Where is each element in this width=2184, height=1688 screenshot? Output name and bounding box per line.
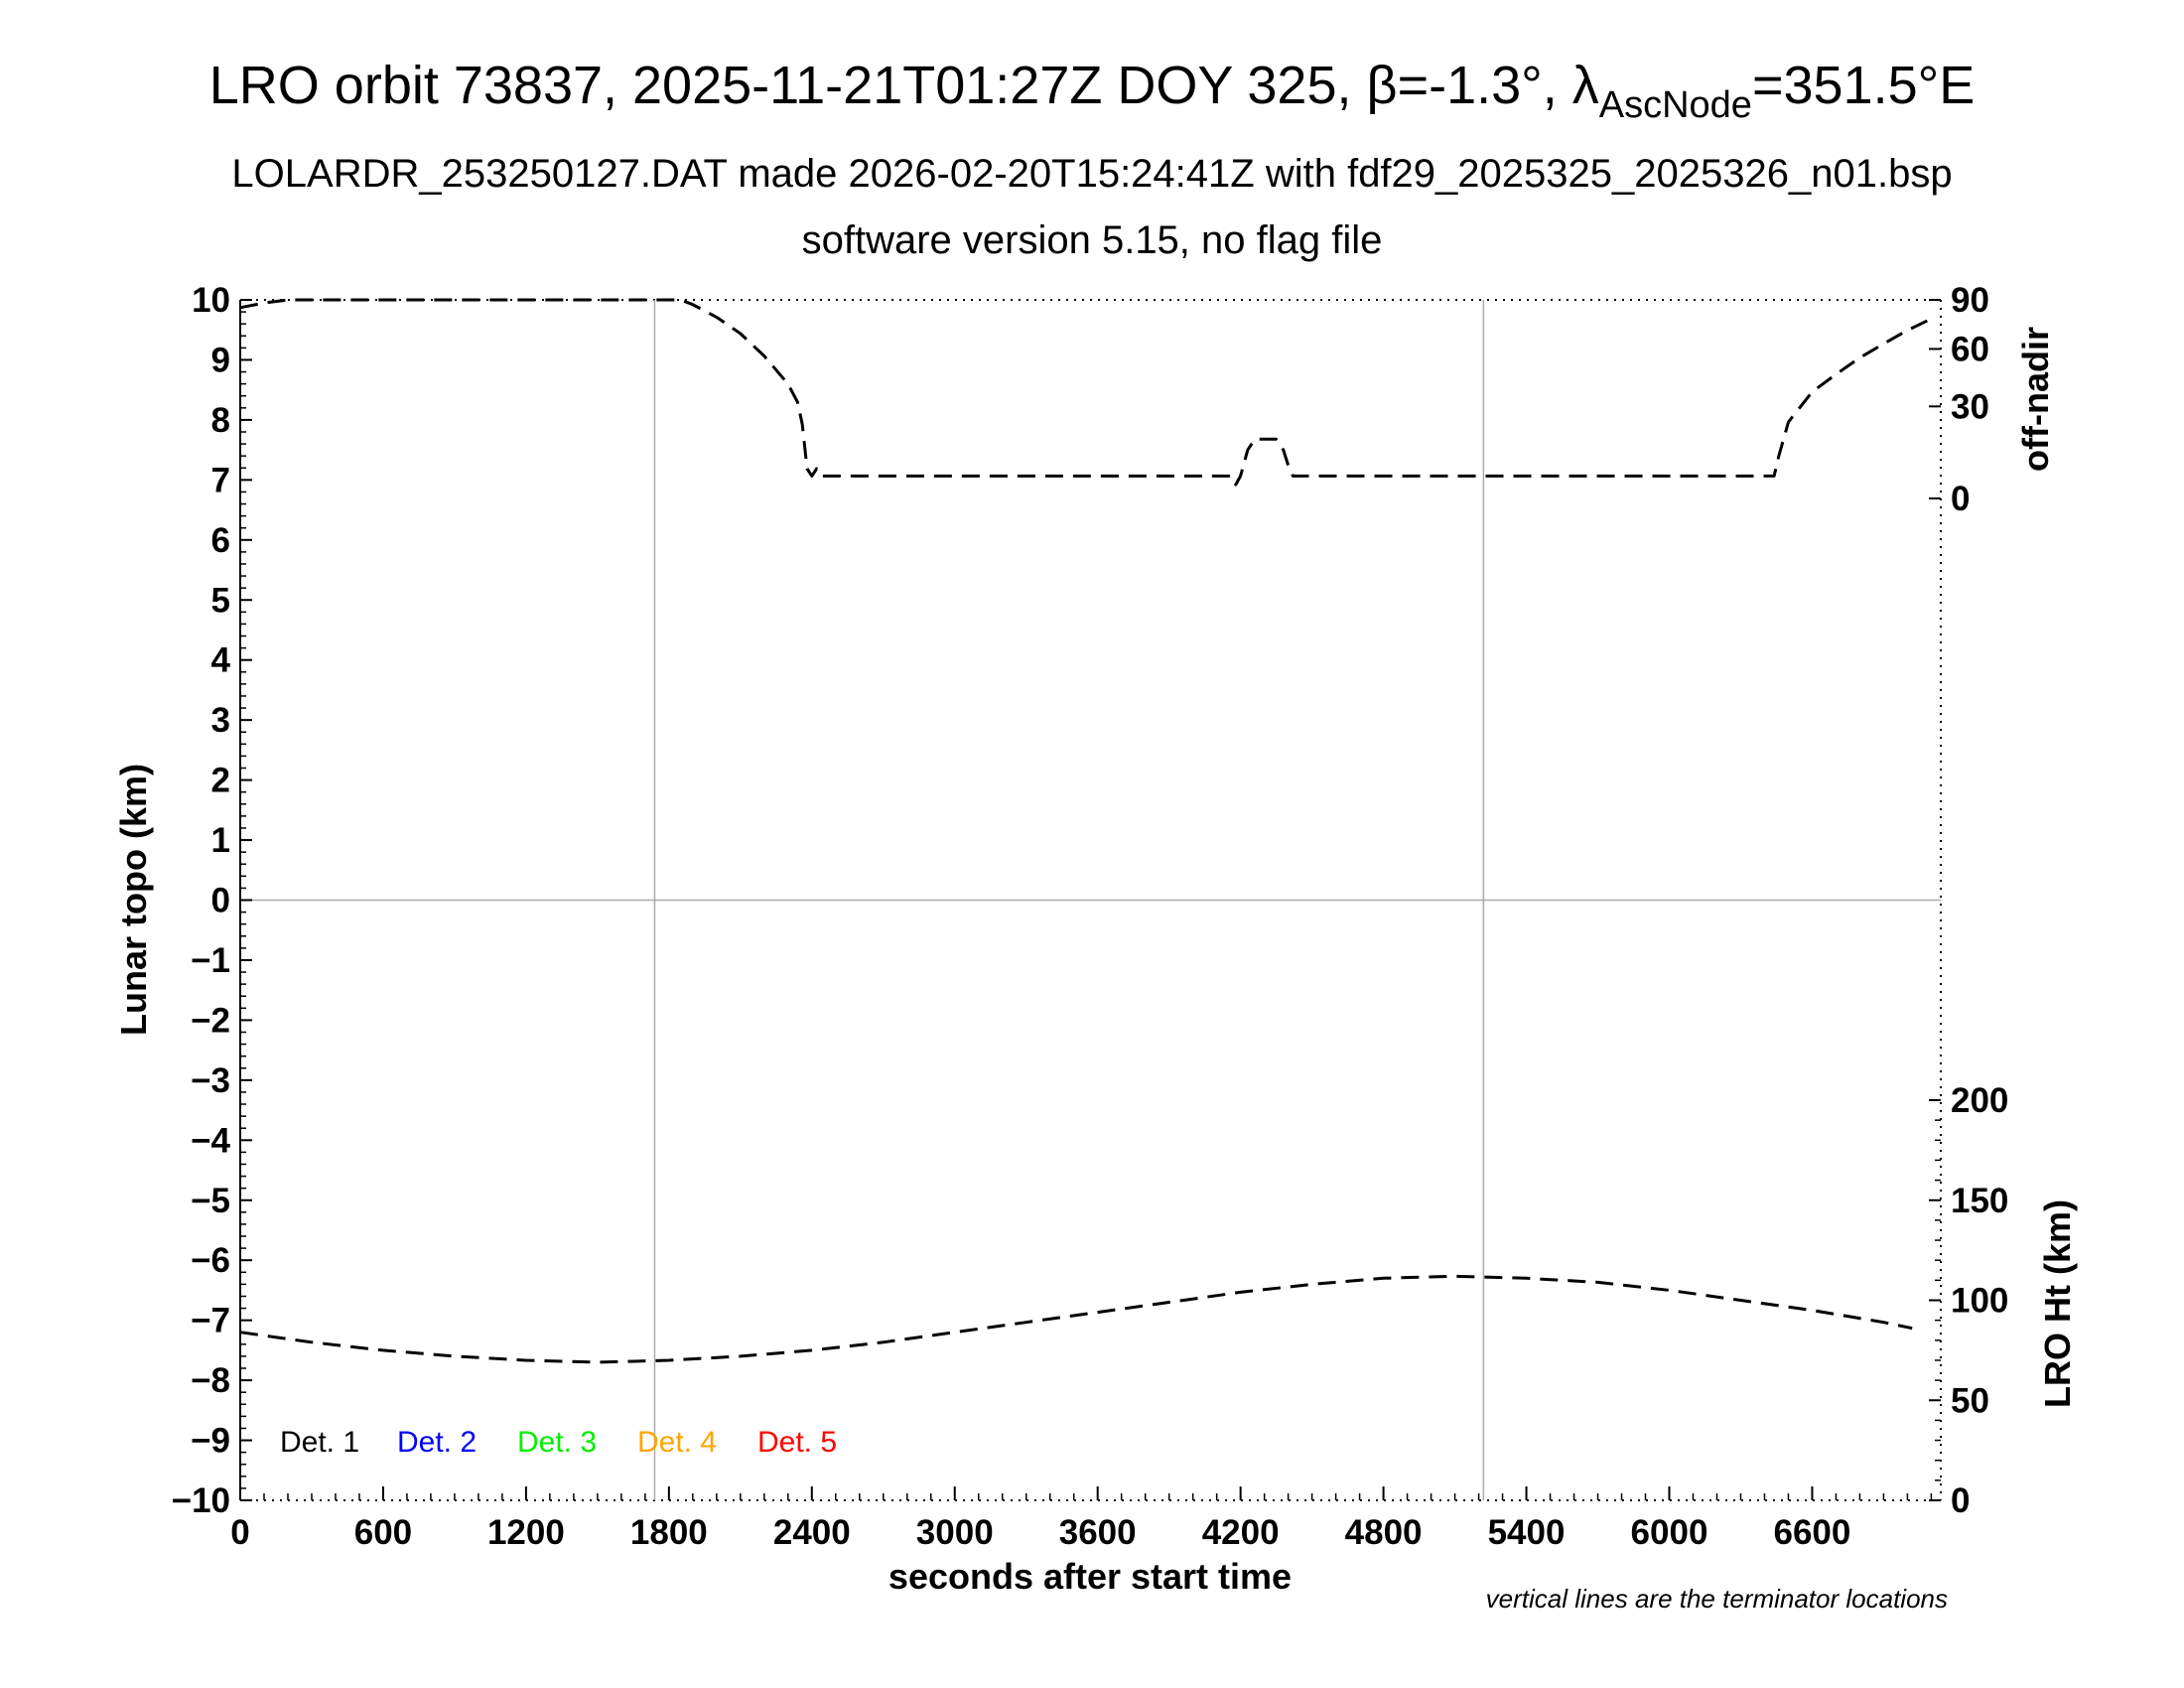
left-tick-label: −1 [191, 941, 230, 980]
left-tick-label: 9 [211, 341, 230, 379]
left-tick-label: 7 [211, 461, 230, 499]
off-nadir-tick-label: 90 [1951, 281, 1989, 320]
lro-ht-tick-label: 0 [1951, 1481, 1970, 1520]
legend-det-4: Det. 4 [637, 1426, 717, 1459]
lro-ht-tick-label: 200 [1951, 1081, 2008, 1120]
title-prefix: LRO orbit 73837, 2025-11-21T01:27Z DOY 3… [209, 56, 1367, 115]
chart-subtitle-file: LOLARDR_253250127.DAT made 2026-02-20T15… [231, 152, 1952, 196]
footnote: vertical lines are the terminator locati… [1486, 1584, 1948, 1614]
plot-area [239, 299, 1942, 1501]
off-nadir-tick-label: 60 [1951, 330, 1989, 368]
legend-det-5: Det. 5 [757, 1426, 837, 1459]
beta-value: =-1.3°, [1398, 56, 1572, 115]
legend-det-1: Det. 1 [280, 1426, 359, 1459]
left-tick-label: 3 [211, 701, 230, 740]
beta-symbol: β [1367, 56, 1398, 115]
x-tick-label: 4200 [1202, 1513, 1280, 1552]
off-nadir-line [239, 298, 1933, 487]
left-tick-label: 8 [211, 401, 230, 440]
lro-ht-axis-ticks: 200 150 100 50 0 [1929, 1081, 2008, 1520]
x-tick-label: 1200 [487, 1513, 565, 1552]
left-tick-label: 1 [211, 821, 230, 860]
off-nadir-tick-label: 30 [1951, 387, 1989, 426]
x-axis-label: seconds after start time [888, 1556, 1292, 1597]
left-tick-label: −7 [191, 1302, 230, 1340]
x-tick-label: 0 [230, 1513, 249, 1552]
series-layer [239, 298, 1933, 1364]
lro-ht-tick-label: 50 [1951, 1381, 1989, 1420]
lambda-symbol: λ [1572, 56, 1599, 115]
x-tick-label: 600 [354, 1513, 412, 1552]
x-tick-label: 6600 [1774, 1513, 1851, 1552]
off-nadir-tick-label: 0 [1951, 480, 1970, 518]
x-tick-label: 4800 [1345, 1513, 1423, 1552]
x-tick-label: 1800 [630, 1513, 708, 1552]
left-tick-label: 10 [192, 281, 230, 320]
x-tick-label: 3600 [1059, 1513, 1137, 1552]
left-tick-label: 2 [211, 762, 230, 800]
left-tick-label: −9 [191, 1422, 230, 1461]
y-axis-label-left: Lunar topo (km) [113, 764, 154, 1036]
left-tick-label: 6 [211, 521, 230, 560]
legend-det-2: Det. 2 [397, 1426, 477, 1459]
x-axis-ticks: 0 600 1200 1800 2400 3000 3600 4200 4800 5400 6000… [230, 1486, 1933, 1552]
left-tick-label: 4 [211, 641, 231, 680]
left-tick-label: −6 [191, 1241, 230, 1280]
lro-ht-line [239, 1274, 1913, 1364]
left-tick-label: −8 [191, 1361, 230, 1400]
left-tick-label: 0 [211, 882, 230, 920]
x-tick-label: 3000 [916, 1513, 994, 1552]
left-tick-label: −5 [191, 1182, 230, 1220]
lambda-value: =351.5°E [1752, 56, 1975, 115]
lro-ht-tick-label: 100 [1951, 1282, 2008, 1321]
lro-ht-tick-label: 150 [1951, 1182, 2008, 1220]
grid-layer [240, 300, 1941, 1500]
y-axis-label-lro-ht: LRO Ht (km) [2037, 1199, 2078, 1408]
left-tick-label: −3 [191, 1061, 230, 1100]
left-tick-label: 5 [211, 581, 230, 620]
legend-det-3: Det. 3 [517, 1426, 597, 1459]
chart-title: LRO orbit 73837, 2025-11-21T01:27Z DOY 3… [209, 56, 1975, 126]
y-axis-label-off-nadir: off-nadir [2015, 327, 2056, 472]
legend: Det. 1 Det. 2 Det. 3 Det. 4 Det. 5 [280, 1426, 837, 1459]
lambda-subscript: AscNode [1599, 84, 1752, 126]
x-tick-label: 6000 [1631, 1513, 1708, 1552]
left-tick-label: −10 [172, 1481, 230, 1520]
left-tick-label: −4 [191, 1121, 230, 1160]
off-nadir-axis-ticks: 90 60 30 0 [1929, 281, 1989, 518]
left-tick-label: −2 [191, 1001, 230, 1040]
x-tick-label: 5400 [1488, 1513, 1566, 1552]
chart-subtitle-software: software version 5.15, no flag file [802, 218, 1383, 262]
x-tick-label: 2400 [773, 1513, 851, 1552]
